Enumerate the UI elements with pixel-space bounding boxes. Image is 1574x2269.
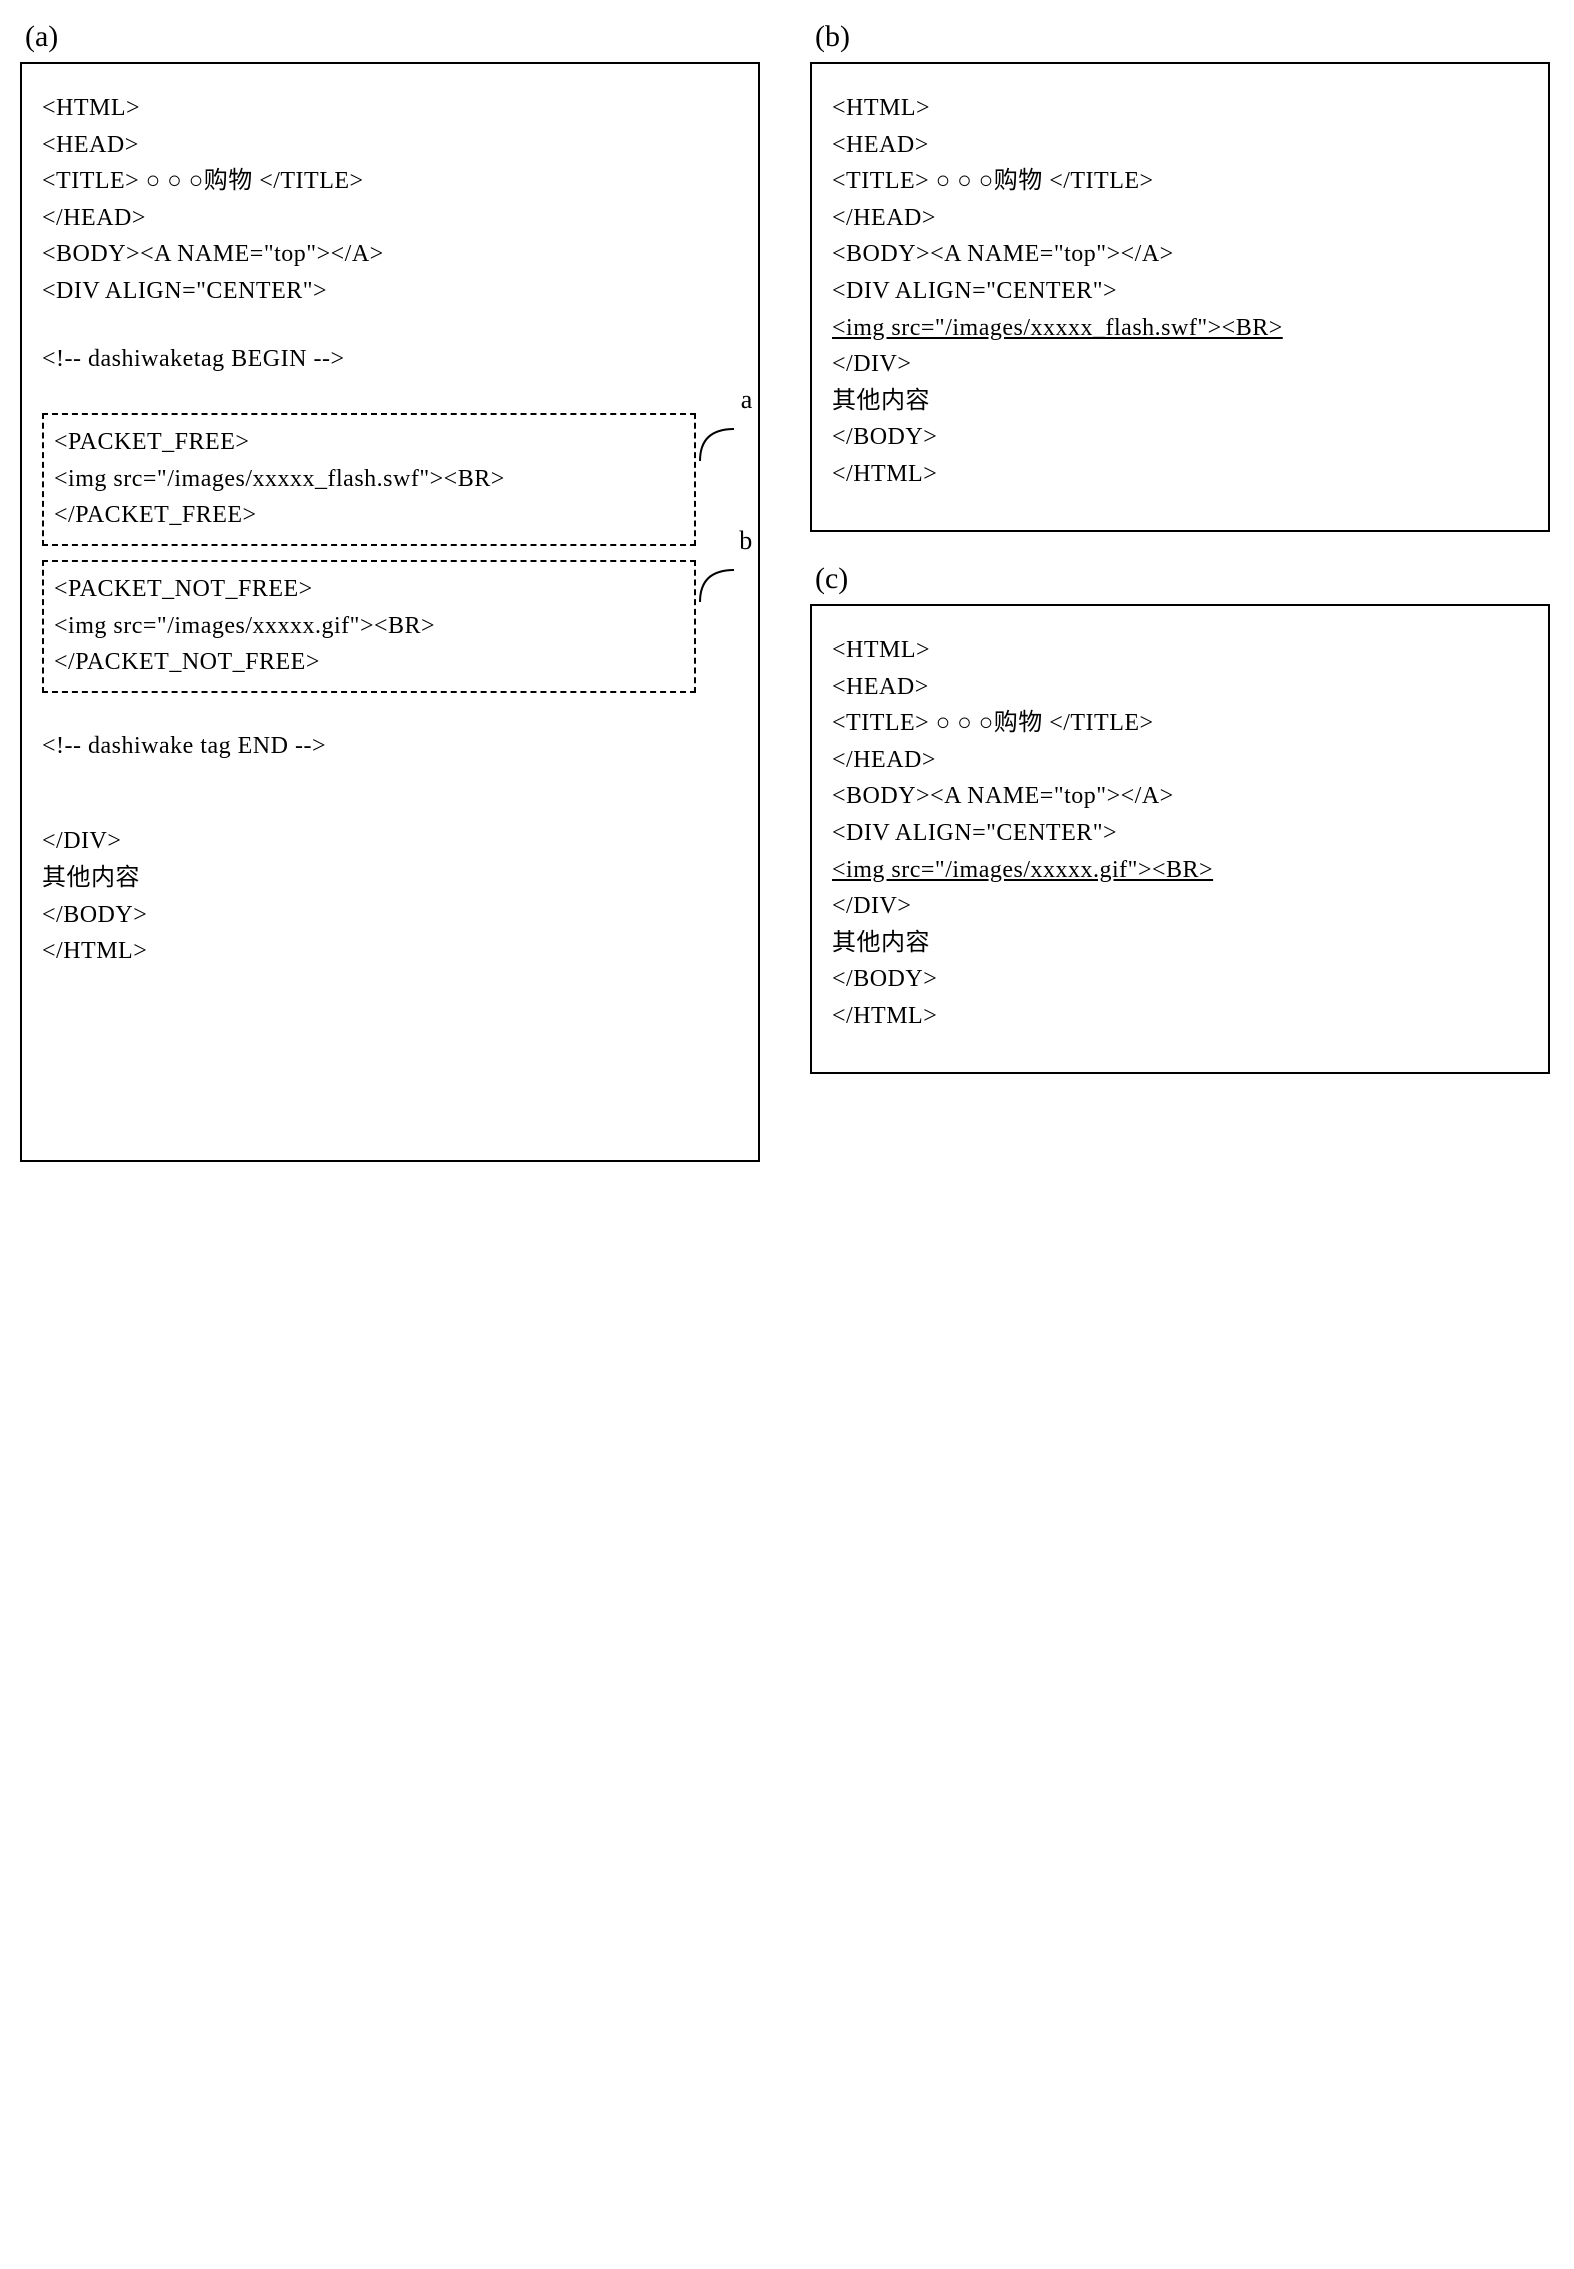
panel-b-line: <BODY><A NAME="top"></A> — [832, 238, 1528, 272]
panel-b: <HTML><HEAD><TITLE> ○ ○ ○购物 </TITLE></HE… — [810, 62, 1550, 532]
panel-c-label: (c) — [810, 562, 1550, 596]
panel-c-line: </HTML> — [832, 1000, 1528, 1034]
comment-begin: <!-- dashiwaketag BEGIN --> — [42, 343, 738, 377]
panel-c: <HTML><HEAD><TITLE> ○ ○ ○购物 </TITLE></HE… — [810, 604, 1550, 1074]
panel-a-head-line: <DIV ALIGN="CENTER"> — [42, 275, 738, 309]
packet-free-line: <PACKET_FREE> — [54, 426, 684, 460]
panel-b-line: <HTML> — [832, 92, 1528, 126]
right-column: (b) <HTML><HEAD><TITLE> ○ ○ ○购物 </TITLE>… — [810, 20, 1550, 1074]
panel-c-line: <TITLE> ○ ○ ○购物 </TITLE> — [832, 707, 1528, 741]
panel-a-head-line: </HEAD> — [42, 202, 738, 236]
comment-end: <!-- dashiwake tag END --> — [42, 730, 738, 764]
panel-c-line: <HTML> — [832, 634, 1528, 668]
panel-b-line: <TITLE> ○ ○ ○购物 </TITLE> — [832, 165, 1528, 199]
callout-curve-b — [698, 562, 738, 602]
panel-a-tail-line: </DIV> — [42, 825, 738, 859]
panel-c-line: <img src="/images/xxxxx.gif"><BR> — [832, 854, 1528, 888]
callout-a: a — [741, 385, 753, 415]
panel-c-line: </HEAD> — [832, 744, 1528, 778]
panel-a-head-line: <HEAD> — [42, 129, 738, 163]
panel-b-line: </HEAD> — [832, 202, 1528, 236]
panel-b-line: 其他内容 — [832, 385, 1528, 419]
left-column: (a) <HTML><HEAD><TITLE> ○ ○ ○购物 </TITLE>… — [20, 20, 760, 1162]
panel-a-tail-line: </BODY> — [42, 899, 738, 933]
panel-b-line: </BODY> — [832, 421, 1528, 455]
dashed-box-a: a <PACKET_FREE><img src="/images/xxxxx_f… — [42, 413, 696, 546]
panel-c-line: <BODY><A NAME="top"></A> — [832, 780, 1528, 814]
packet-free-line: <img src="/images/xxxxx_flash.swf"><BR> — [54, 463, 684, 497]
panel-c-line: 其他内容 — [832, 927, 1528, 961]
panel-b-label: (b) — [810, 20, 1550, 54]
panel-c-line: </BODY> — [832, 963, 1528, 997]
panel-a: <HTML><HEAD><TITLE> ○ ○ ○购物 </TITLE></HE… — [20, 62, 760, 1162]
panel-c-line: <DIV ALIGN="CENTER"> — [832, 817, 1528, 851]
figure-container: (a) <HTML><HEAD><TITLE> ○ ○ ○购物 </TITLE>… — [20, 20, 1554, 1162]
packet-not-free-line: <img src="/images/xxxxx.gif"><BR> — [54, 610, 684, 644]
packet-free-line: </PACKET_FREE> — [54, 499, 684, 533]
dashed-box-b: b <PACKET_NOT_FREE><img src="/images/xxx… — [42, 560, 696, 693]
packet-not-free-line: <PACKET_NOT_FREE> — [54, 573, 684, 607]
panel-a-tail-line: </HTML> — [42, 935, 738, 969]
panel-a-head-line: <TITLE> ○ ○ ○购物 </TITLE> — [42, 165, 738, 199]
panel-a-label: (a) — [20, 20, 760, 54]
panel-c-line: </DIV> — [832, 890, 1528, 924]
panel-b-line: <DIV ALIGN="CENTER"> — [832, 275, 1528, 309]
panel-b-line: <img src="/images/xxxxx_flash.swf"><BR> — [832, 312, 1528, 346]
panel-b-line: </HTML> — [832, 458, 1528, 492]
packet-not-free-line: </PACKET_NOT_FREE> — [54, 646, 684, 680]
panel-a-tail-line: 其他内容 — [42, 862, 738, 896]
panel-a-head-line: <HTML> — [42, 92, 738, 126]
panel-c-line: <HEAD> — [832, 671, 1528, 705]
callout-b: b — [739, 526, 752, 556]
panel-b-line: </DIV> — [832, 348, 1528, 382]
callout-curve-a — [698, 421, 738, 461]
panel-b-line: <HEAD> — [832, 129, 1528, 163]
panel-a-head-line: <BODY><A NAME="top"></A> — [42, 238, 738, 272]
